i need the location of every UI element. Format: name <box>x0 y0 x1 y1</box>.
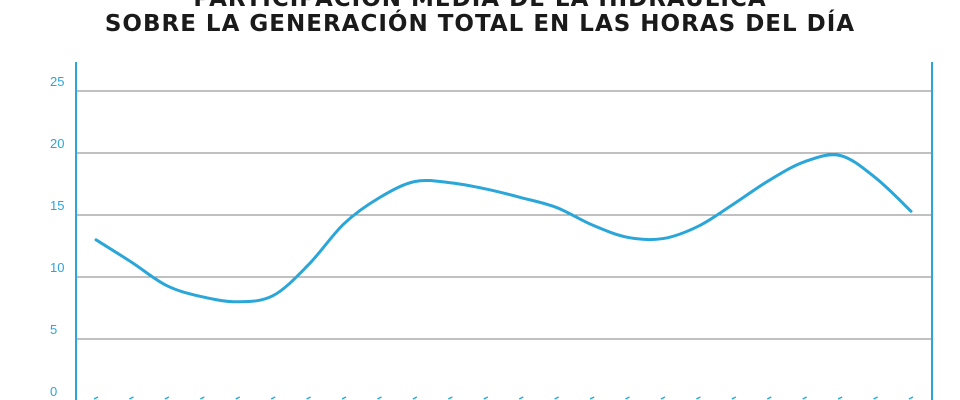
data-point-16 <box>626 235 630 239</box>
x-tick-9 <box>377 396 382 400</box>
y-tick-label-20: 20 <box>50 136 64 151</box>
data-point-18 <box>696 224 700 228</box>
x-tick-11 <box>448 396 453 400</box>
x-tick-23 <box>873 396 878 400</box>
data-point-24 <box>909 209 913 213</box>
x-tick-16 <box>625 396 630 400</box>
x-tick-2 <box>129 396 134 400</box>
data-point-2 <box>129 260 133 264</box>
gridlines <box>76 90 932 340</box>
data-point-1 <box>94 238 98 242</box>
data-point-8 <box>342 222 346 226</box>
x-tick-22 <box>837 396 843 400</box>
x-tick-3 <box>164 396 170 400</box>
x-tick-18 <box>696 396 701 400</box>
y-tick-label-10: 10 <box>50 260 64 275</box>
y-tick-label-5: 5 <box>50 322 57 337</box>
data-point-22 <box>838 153 842 157</box>
data-point-13 <box>519 196 523 200</box>
data-point-4 <box>200 295 204 299</box>
x-tick-7 <box>306 396 311 400</box>
x-tick-24 <box>908 396 914 400</box>
data-point-6 <box>271 294 275 298</box>
x-tick-19 <box>731 396 737 400</box>
data-point-14 <box>555 206 559 210</box>
chart-title-line-1: PARTICIPACIÓN MEDIA DE LA HIDRÁULICA <box>193 0 766 12</box>
data-point-11 <box>448 181 452 185</box>
data-point-10 <box>413 180 417 184</box>
y-tick-label-15: 15 <box>50 198 64 213</box>
x-tick-21 <box>802 396 808 400</box>
data-point-19 <box>732 202 736 206</box>
data-point-12 <box>484 187 488 191</box>
y-tick-labels: 0 5 10 15 20 25 <box>50 74 64 399</box>
data-point-5 <box>236 300 240 304</box>
x-tick-12 <box>483 396 489 400</box>
data-point-9 <box>377 196 381 200</box>
data-point-15 <box>590 223 594 227</box>
x-tick-8 <box>341 396 347 400</box>
x-tick-5 <box>235 396 241 400</box>
data-point-17 <box>661 237 665 241</box>
x-tick-15 <box>589 396 595 400</box>
x-tick-6 <box>270 396 276 400</box>
x-tick-1 <box>93 396 99 400</box>
data-point-7 <box>307 263 311 267</box>
chart-title-line-2: SOBRE LA GENERACIÓN TOTAL EN LAS HORAS D… <box>105 9 855 37</box>
x-tick-4 <box>199 396 205 400</box>
y-tick-label-25: 25 <box>50 74 64 89</box>
data-point-3 <box>165 284 169 288</box>
y-tick-label-0: 0 <box>50 384 57 399</box>
data-point-20 <box>767 178 771 182</box>
x-tick-20 <box>766 396 772 400</box>
data-point-23 <box>874 176 878 180</box>
axes <box>75 62 933 400</box>
series-line-0 <box>94 153 913 304</box>
x-tick-17 <box>660 396 666 400</box>
x-tick-14 <box>554 396 559 400</box>
series-layer <box>94 153 913 304</box>
x-tick-10 <box>412 396 418 400</box>
x-tick-13 <box>518 396 524 400</box>
data-point-21 <box>803 160 807 164</box>
